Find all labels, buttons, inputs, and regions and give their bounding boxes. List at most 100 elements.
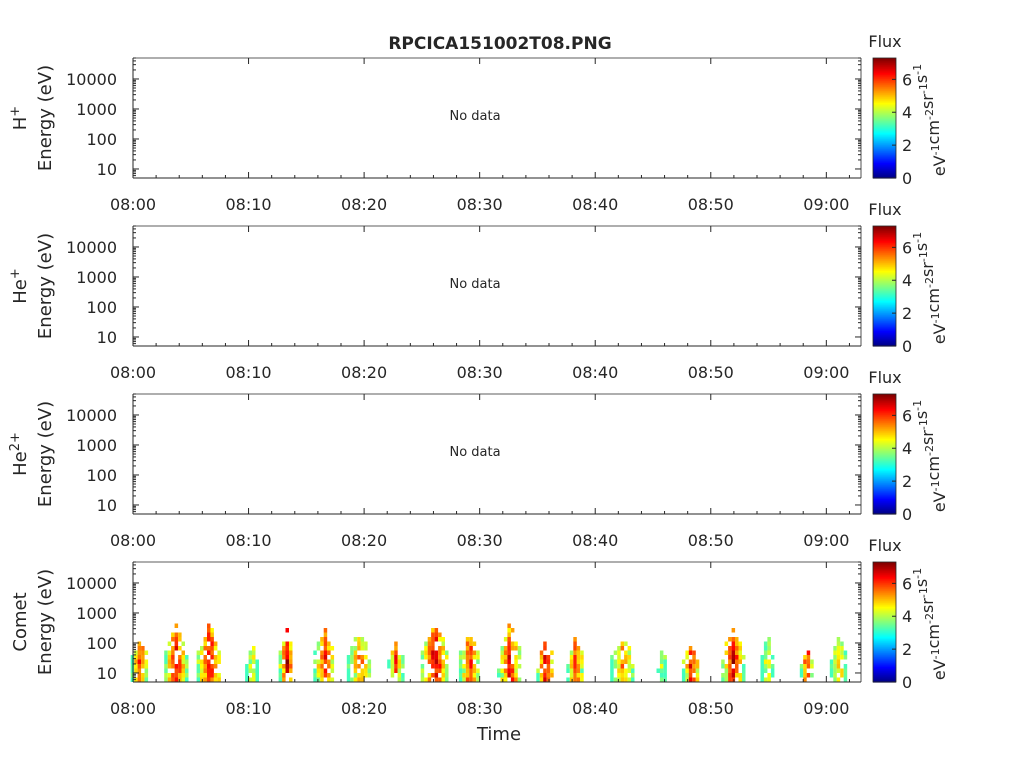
- unit-exponent: -1: [929, 312, 942, 323]
- cell: [829, 664, 834, 669]
- colorbar-band: [873, 580, 896, 583]
- x-tick-label: 08:20: [341, 699, 387, 718]
- cell: [174, 623, 179, 628]
- cell: [320, 650, 324, 655]
- colorbar-band: [873, 172, 896, 175]
- colorbar-band: [873, 644, 896, 647]
- y-axis-species-label: He+: [8, 268, 31, 304]
- cell: [210, 673, 214, 678]
- cell: [514, 677, 518, 682]
- colorbar-unit-label: eV-1cm-2sr-1s-1: [911, 64, 949, 176]
- cell: [465, 659, 470, 664]
- cell: [728, 655, 732, 660]
- colorbar-unit-label: eV-1cm-2sr-1s-1: [911, 568, 949, 680]
- cell: [763, 641, 768, 646]
- y-tick-label: 1000: [76, 436, 117, 455]
- colorbar-band: [873, 598, 896, 601]
- cell: [770, 668, 775, 673]
- cell: [330, 659, 335, 664]
- cell: [543, 677, 547, 682]
- unit-base: cm: [924, 456, 943, 480]
- colorbar-band: [873, 344, 896, 347]
- cell: [721, 664, 725, 669]
- cell: [353, 646, 358, 651]
- cell: [401, 673, 405, 678]
- colorbar-tick-label: 0: [902, 337, 912, 356]
- cell: [735, 664, 739, 669]
- cell: [353, 668, 358, 673]
- cell: [576, 664, 581, 669]
- cell: [500, 673, 504, 678]
- colorbar-tick-label: 0: [902, 505, 912, 524]
- cell: [137, 650, 142, 655]
- cell: [617, 646, 621, 651]
- unit-exponent: -2: [923, 445, 936, 456]
- cell: [164, 659, 168, 664]
- burst-12: [566, 637, 584, 682]
- colorbar-band: [873, 154, 896, 157]
- cell: [624, 641, 628, 646]
- colorbar-band: [873, 146, 896, 149]
- colorbar-band: [873, 608, 896, 611]
- cell: [174, 646, 179, 651]
- colorbar-band: [873, 62, 896, 65]
- colorbar-band: [873, 156, 896, 159]
- cell: [472, 673, 477, 678]
- cell: [742, 677, 746, 682]
- cell: [566, 664, 570, 669]
- colorbar-band: [873, 456, 896, 459]
- cell: [278, 677, 283, 682]
- cell: [833, 659, 837, 664]
- cell: [346, 673, 351, 678]
- cell: [510, 664, 515, 669]
- cell: [431, 637, 435, 642]
- cell: [134, 655, 138, 660]
- cell: [316, 646, 321, 651]
- colorbar-band: [873, 60, 896, 63]
- cell: [431, 632, 435, 637]
- cell: [576, 646, 581, 651]
- cell: [631, 664, 635, 669]
- cell: [357, 664, 361, 669]
- cell: [543, 673, 547, 678]
- cell: [174, 673, 179, 678]
- cell: [688, 664, 693, 669]
- cell: [327, 664, 331, 669]
- cell: [469, 646, 473, 651]
- colorbar-band: [873, 404, 896, 407]
- cell: [731, 646, 736, 651]
- heatmap-cells: [130, 623, 848, 682]
- colorbar-band: [873, 636, 896, 639]
- colorbar-band: [873, 460, 896, 463]
- colorbar-band: [873, 150, 896, 153]
- cell: [503, 655, 508, 660]
- cell: [316, 668, 321, 673]
- colorbar-band: [873, 294, 896, 297]
- y-tick-label: 1000: [76, 268, 117, 287]
- colorbar-band: [873, 96, 896, 99]
- colorbar-band: [873, 428, 896, 431]
- cell: [427, 659, 432, 664]
- cell: [728, 659, 732, 664]
- cell: [282, 668, 286, 673]
- cell: [353, 650, 358, 655]
- cell: [613, 677, 618, 682]
- cell: [688, 646, 693, 651]
- colorbar-band: [873, 484, 896, 487]
- unit-exponent: -1: [911, 232, 924, 243]
- colorbar-band: [873, 168, 896, 171]
- cell: [576, 659, 581, 664]
- cell: [390, 664, 395, 669]
- cell: [167, 673, 172, 678]
- x-tick-label: 08:20: [341, 195, 387, 214]
- colorbar-band: [873, 310, 896, 313]
- cell: [462, 668, 466, 673]
- cell: [424, 641, 428, 646]
- cell: [438, 655, 442, 660]
- colorbar-band: [873, 94, 896, 97]
- cell: [431, 659, 435, 664]
- colorbar-band: [873, 576, 896, 579]
- colorbar-band: [873, 590, 896, 593]
- cell: [469, 673, 473, 678]
- cell: [465, 664, 470, 669]
